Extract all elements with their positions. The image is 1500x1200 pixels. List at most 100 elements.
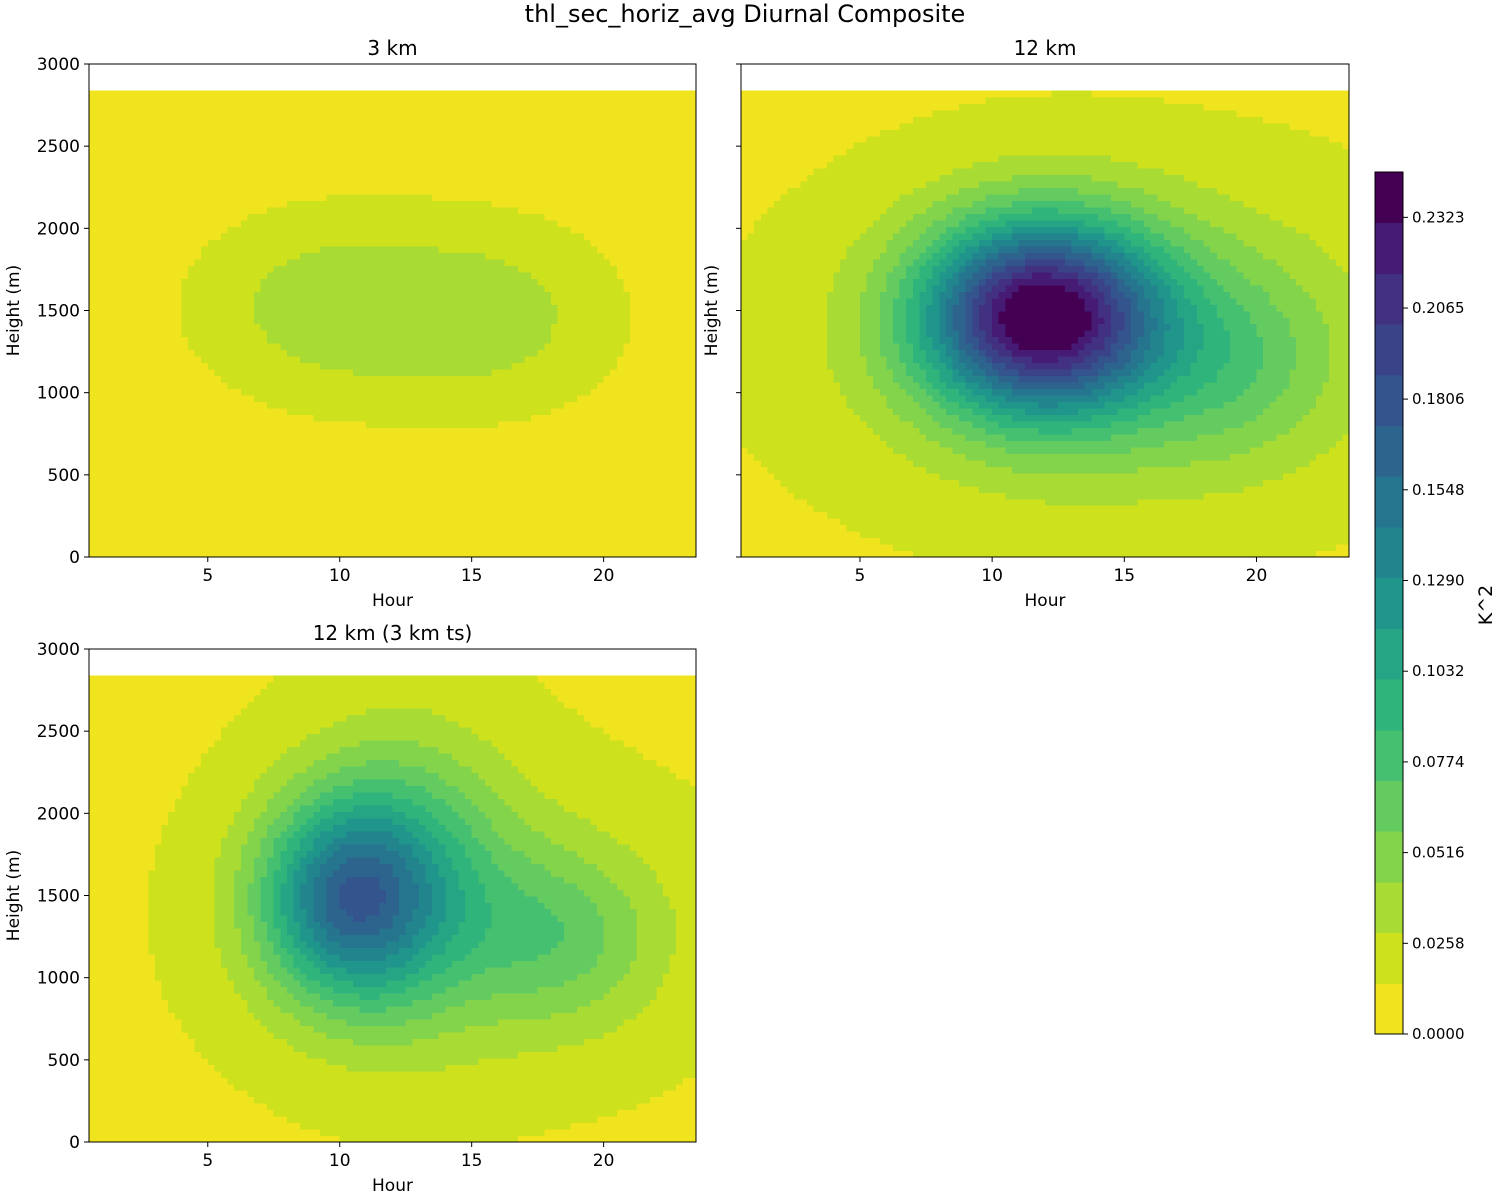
contour-cell — [175, 317, 182, 324]
contour-cell — [320, 298, 327, 305]
contour-cell — [89, 492, 96, 499]
contour-cell — [188, 427, 195, 434]
contour-cell — [96, 123, 103, 130]
contour-cell — [175, 90, 182, 97]
contour-cell — [148, 447, 155, 454]
contour-cell — [393, 194, 400, 201]
contour-cell — [89, 259, 96, 266]
contour-cell — [498, 531, 505, 538]
contour-cell — [129, 324, 136, 331]
contour-cell — [399, 343, 406, 350]
contour-cell — [162, 525, 169, 532]
contour-cell — [142, 90, 149, 97]
contour-cell — [313, 324, 320, 331]
contour-cell — [267, 512, 274, 519]
contour-cell — [168, 401, 175, 408]
contour-cell — [274, 337, 281, 344]
contour-cell — [406, 538, 413, 545]
contour-cell — [168, 363, 175, 370]
contour-cell — [208, 337, 215, 344]
contour-cell — [472, 213, 479, 220]
contour-cell — [294, 434, 301, 441]
contour-cell — [465, 538, 472, 545]
contour-cell — [208, 414, 215, 421]
contour-cell — [432, 369, 439, 376]
contour-cell — [346, 213, 353, 220]
contour-cell — [327, 239, 334, 246]
contour-cell — [254, 453, 261, 460]
contour-cell — [360, 324, 367, 331]
contour-cell — [425, 103, 432, 110]
contour-cell — [313, 90, 320, 97]
contour-cell — [393, 298, 400, 305]
contour-cell — [340, 246, 347, 253]
contour-cell — [333, 531, 340, 538]
contour-cell — [280, 369, 287, 376]
contour-cell — [320, 518, 327, 525]
contour-cell — [287, 512, 294, 519]
contour-cell — [353, 388, 360, 395]
contour-cell — [115, 194, 122, 201]
contour-cell — [445, 447, 452, 454]
contour-cell — [109, 421, 116, 428]
contour-cell — [168, 505, 175, 512]
contour-cell — [214, 350, 221, 357]
contour-cell — [406, 343, 413, 350]
contour-cell — [247, 116, 254, 123]
contour-cell — [254, 330, 261, 337]
contour-cell — [96, 427, 103, 434]
contour-cell — [524, 395, 531, 402]
contour-cell — [115, 207, 122, 214]
contour-cell — [360, 239, 367, 246]
contour-cell — [247, 97, 254, 104]
contour-cell — [538, 239, 545, 246]
contour-cell — [478, 544, 485, 551]
contour-cell — [168, 356, 175, 363]
contour-cell — [254, 492, 261, 499]
contour-cell — [353, 434, 360, 441]
contour-cell — [234, 505, 241, 512]
contour-cell — [109, 447, 116, 454]
contour-cell — [168, 414, 175, 421]
contour-cell — [498, 337, 505, 344]
contour-cell — [379, 265, 386, 272]
contour-cell — [181, 343, 188, 350]
contour-cell — [122, 110, 129, 117]
contour-cell — [439, 453, 446, 460]
contour-cell — [485, 525, 492, 532]
contour-cell — [109, 440, 116, 447]
contour-cell — [465, 505, 472, 512]
contour-cell — [524, 233, 531, 240]
contour-cell — [544, 395, 551, 402]
contour-cell — [228, 233, 235, 240]
contour-cell — [340, 226, 347, 233]
contour-cell — [280, 466, 287, 473]
contour-cell — [155, 408, 162, 415]
contour-cell — [353, 324, 360, 331]
contour-cell — [181, 213, 188, 220]
contour-cell — [89, 317, 96, 324]
contour-cell — [327, 330, 334, 337]
contour-cell — [261, 252, 268, 259]
contour-cell — [432, 350, 439, 357]
contour-cell — [360, 278, 367, 285]
contour-cell — [478, 259, 485, 266]
contour-cell — [386, 194, 393, 201]
contour-cell — [379, 136, 386, 143]
contour-cell — [135, 285, 142, 292]
contour-cell — [511, 447, 518, 454]
contour-cell — [353, 233, 360, 240]
contour-cell — [214, 285, 221, 292]
contour-cell — [393, 272, 400, 279]
contour-cell — [168, 466, 175, 473]
contour-cell — [162, 369, 169, 376]
contour-cell — [188, 123, 195, 130]
contour-cell — [320, 213, 327, 220]
contour-cell — [247, 207, 254, 214]
contour-cell — [247, 233, 254, 240]
contour-cell — [360, 90, 367, 97]
contour-cell — [518, 376, 525, 383]
contour-cell — [445, 188, 452, 195]
contour-cell — [214, 376, 221, 383]
contour-cell — [214, 168, 221, 175]
